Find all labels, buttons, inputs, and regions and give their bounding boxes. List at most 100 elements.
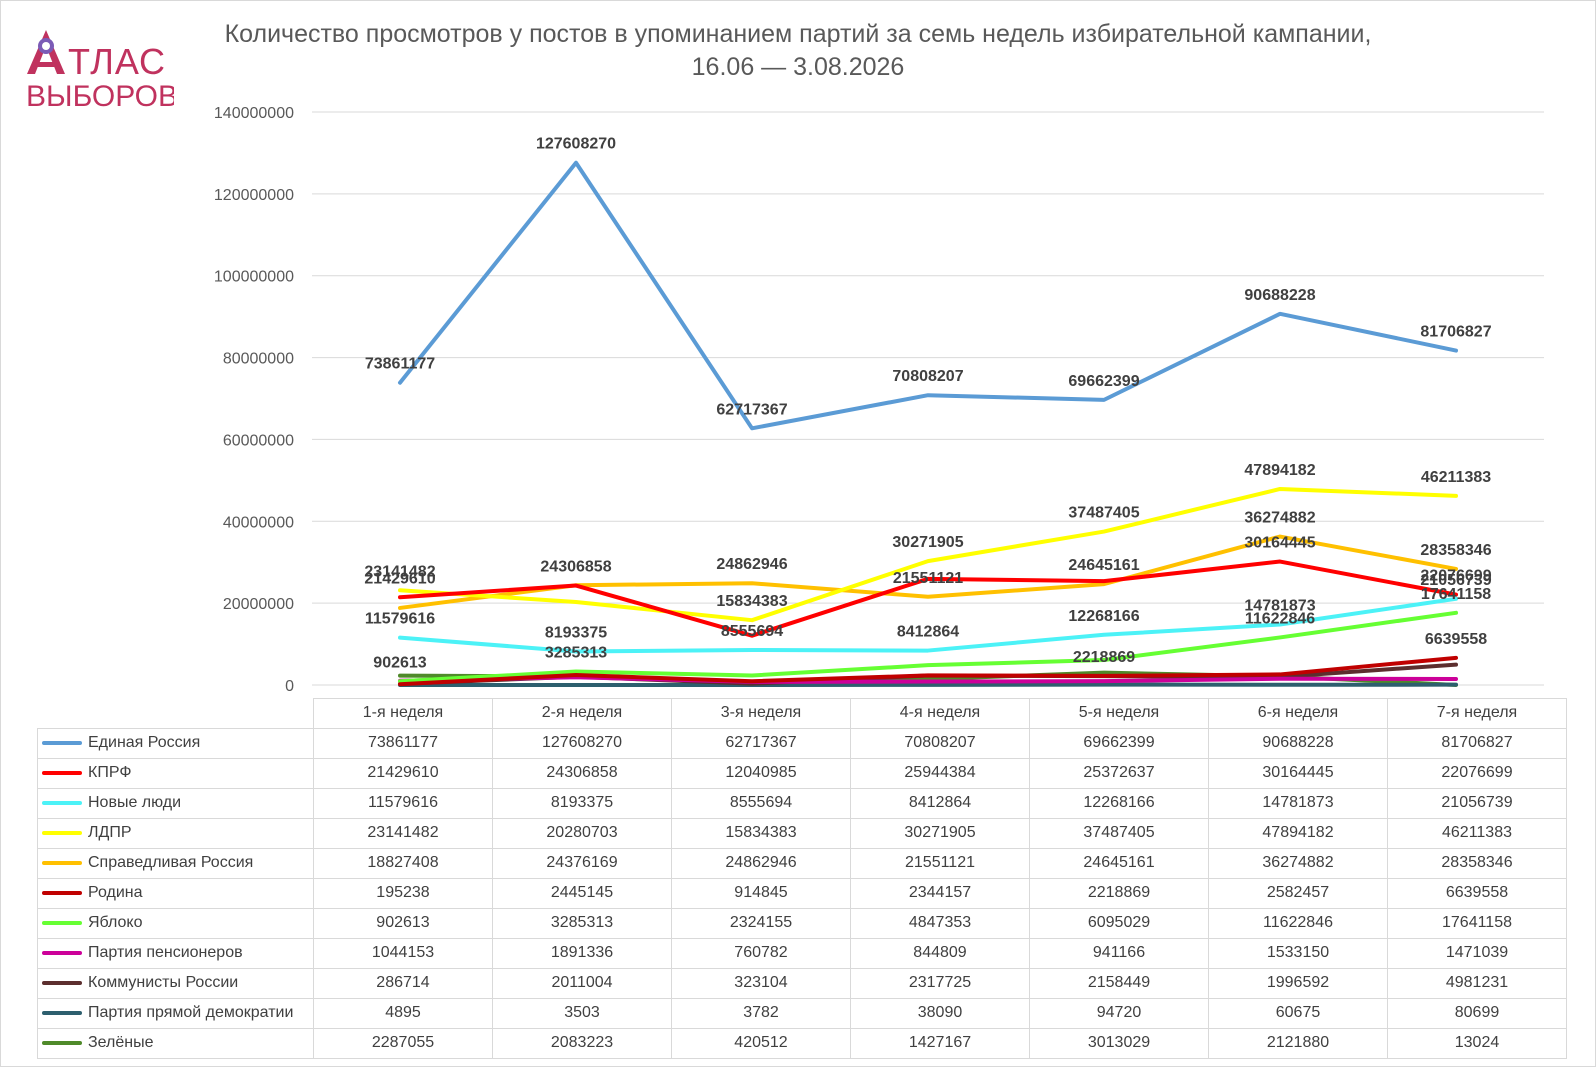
legend-swatch (42, 980, 82, 985)
legend-swatch (42, 740, 82, 745)
value-cell: 2582457 (1208, 877, 1388, 909)
value-cell: 2344157 (850, 877, 1030, 909)
value-cell: 18827408 (313, 847, 493, 879)
y-tick-label: 120000000 (214, 187, 294, 204)
value-cell: 941166 (1029, 937, 1209, 969)
value-cell: 1044153 (313, 937, 493, 969)
data-label: 8555694 (721, 623, 783, 640)
value-cell: 195238 (313, 877, 493, 909)
data-label: 81706827 (1420, 324, 1491, 341)
y-tick-label: 60000000 (223, 432, 294, 449)
legend-swatch (42, 920, 82, 925)
series-name-cell: Яблоко (37, 907, 314, 939)
value-cell: 94720 (1029, 997, 1209, 1029)
table-row: Яблоко 902613 3285313 2324155 4847353 6095029… (37, 907, 1567, 939)
data-label: 17641158 (1421, 586, 1491, 603)
value-cell: 73861177 (313, 727, 493, 759)
value-cell: 12040985 (671, 757, 851, 789)
value-cell: 8412864 (850, 787, 1030, 819)
value-cell: 23141482 (313, 817, 493, 849)
value-cell: 1427167 (850, 1027, 1030, 1059)
value-cell: 21429610 (313, 757, 493, 789)
y-tick-label: 0 (285, 678, 294, 695)
data-label: 11622846 (1245, 610, 1315, 627)
value-cell: 25372637 (1029, 757, 1209, 789)
value-cell: 20280703 (492, 817, 672, 849)
data-table: 1-я неделя 2-я неделя 3-я неделя 4-я неделя… (37, 698, 1567, 1059)
table-row: Партия пенсионеров 1044153 1891336 760782 84… (37, 937, 1567, 969)
series-name-cell: ЛДПР (37, 817, 314, 849)
series-line (398, 610, 1458, 684)
value-cell: 2083223 (492, 1027, 672, 1059)
data-label: 21429610 (364, 570, 435, 587)
table-corner (37, 698, 314, 729)
value-cell: 2121880 (1208, 1027, 1388, 1059)
value-cell: 420512 (671, 1027, 851, 1059)
value-cell: 3013029 (1029, 1027, 1209, 1059)
data-label: 11579616 (365, 611, 435, 628)
value-cell: 30164445 (1208, 757, 1388, 789)
value-cell: 4847353 (850, 907, 1030, 939)
data-label: 69662399 (1068, 373, 1139, 390)
value-cell: 21551121 (850, 847, 1030, 879)
data-label: 24306858 (540, 559, 611, 576)
data-label: 30271905 (892, 534, 963, 551)
value-cell: 2218869 (1029, 877, 1209, 909)
category-header: 1-я неделя (313, 698, 493, 729)
series-name-cell: Партия пенсионеров (37, 937, 314, 969)
value-cell: 127608270 (492, 727, 672, 759)
series-line (398, 559, 1458, 638)
value-cell: 1533150 (1208, 937, 1388, 969)
legend-swatch (42, 1040, 82, 1045)
chart-title-line-1: Количество просмотров у постов в упомина… (224, 20, 1372, 48)
legend-swatch (42, 770, 82, 775)
table-row: Родина 195238 2445145 914845 2344157 2218869 2… (37, 877, 1567, 909)
series-line (398, 596, 1458, 654)
value-cell: 8193375 (492, 787, 672, 819)
series-name: Справедливая Россия (88, 854, 254, 871)
series-name-cell: Коммунисты России (37, 967, 314, 999)
value-cell: 38090 (850, 997, 1030, 1029)
series-name: Родина (88, 884, 143, 901)
value-cell: 90688228 (1208, 727, 1388, 759)
table-header-row: 1-я неделя 2-я неделя 3-я неделя 4-я неделя… (37, 698, 1567, 729)
value-cell: 24376169 (492, 847, 672, 879)
logo-text-top: ТЛАС (68, 41, 166, 82)
y-tick-label: 100000000 (214, 269, 294, 286)
data-label: 62717367 (716, 401, 787, 418)
line-chart: 0 20000000 40000000 60000000 80000000 1000000… (214, 105, 1544, 695)
category-header: 4-я неделя (850, 698, 1030, 729)
series-name: Единая Россия (88, 734, 201, 751)
chart-title-line-2: 16.06 — 3.08.2026 (691, 53, 905, 81)
value-cell: 37487405 (1029, 817, 1209, 849)
value-cell: 1891336 (492, 937, 672, 969)
series-name-cell: Партия прямой демократии (37, 997, 314, 1029)
series-name-cell: Справедливая Россия (37, 847, 314, 879)
value-cell: 1471039 (1387, 937, 1567, 969)
value-cell: 14781873 (1208, 787, 1388, 819)
category-header: 3-я неделя (671, 698, 851, 729)
value-cell: 60675 (1208, 997, 1388, 1029)
data-label: 70808207 (892, 368, 963, 385)
data-label: 22076699 (1420, 568, 1491, 585)
value-cell: 2287055 (313, 1027, 493, 1059)
data-label: 23141482 (364, 563, 435, 580)
data-label: 21551121 (893, 570, 963, 587)
data-label: 37487405 (1068, 505, 1139, 522)
data-label: 15834383 (716, 593, 787, 610)
value-cell: 17641158 (1387, 907, 1567, 939)
data-label: 3285313 (545, 645, 607, 662)
data-label: 24645161 (1068, 557, 1139, 574)
value-cell: 21056739 (1387, 787, 1567, 819)
legend-swatch (42, 860, 82, 865)
table-row: Коммунисты России 286714 2011004 323104 2317… (37, 967, 1567, 999)
series-name: Зелёные (88, 1034, 154, 1051)
series-line (398, 160, 1458, 431)
series-name: Яблоко (88, 914, 143, 931)
table-row: Партия прямой демократии 4895 3503 3782 3809… (37, 997, 1567, 1029)
value-cell: 2445145 (492, 877, 672, 909)
data-label: 2218869 (1073, 649, 1135, 666)
table-body: Единая Россия 73861177 127608270 62717367 70… (37, 727, 1567, 1059)
value-cell: 844809 (850, 937, 1030, 969)
value-cell: 286714 (313, 967, 493, 999)
